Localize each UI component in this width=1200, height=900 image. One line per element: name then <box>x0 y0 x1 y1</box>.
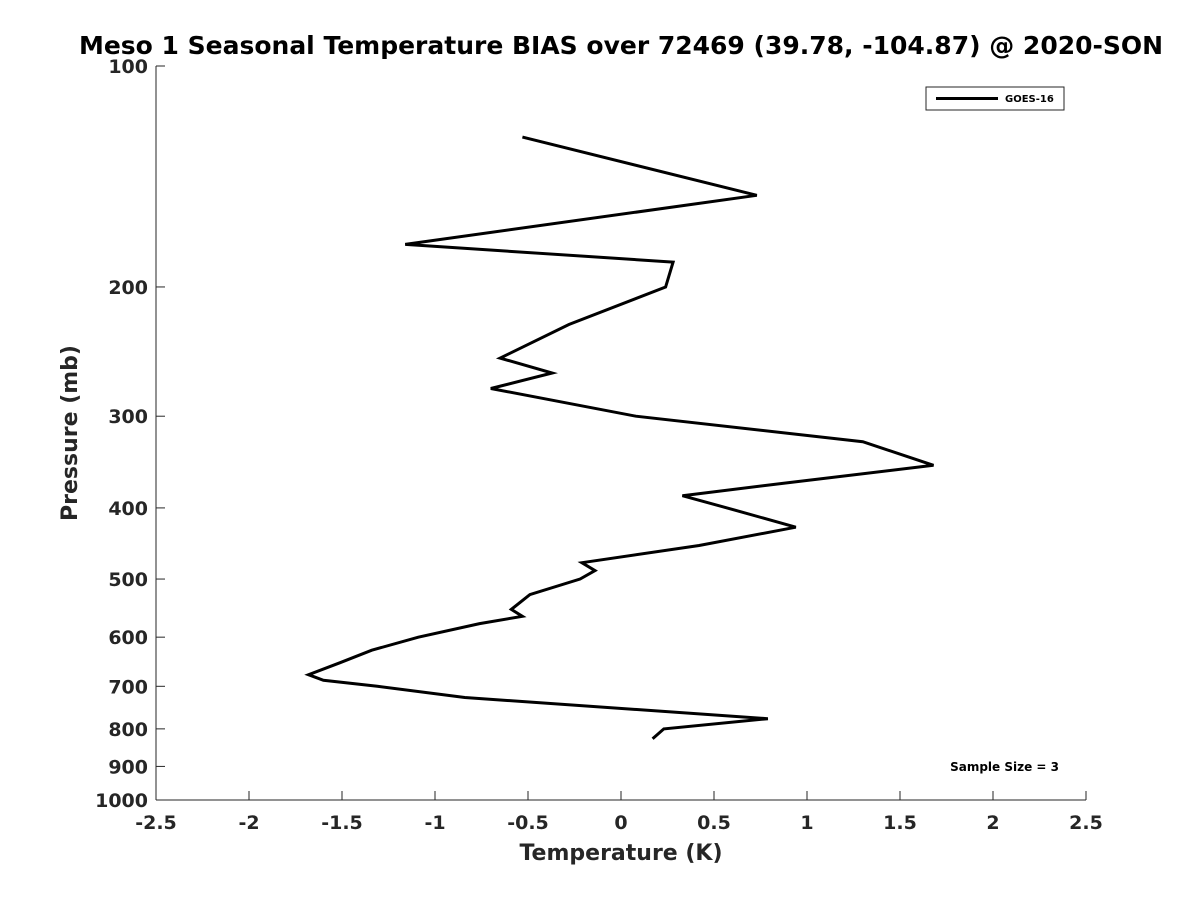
y-tick-label: 300 <box>108 406 148 428</box>
x-tick-label: 0 <box>614 812 627 834</box>
y-tick-label: 900 <box>108 756 148 778</box>
x-axis: -2.5 -2 -1.5 -1 -0.5 0 0.5 1 1.5 2 2.5 <box>135 791 1103 834</box>
y-tick-label: 800 <box>108 719 148 741</box>
y-tick-label: 500 <box>108 569 148 591</box>
y-tick-label: 100 <box>108 56 148 78</box>
x-tick-label: -2 <box>238 812 259 834</box>
x-tick-label: -1 <box>424 812 445 834</box>
sample-size-annotation: Sample Size = 3 <box>950 760 1059 774</box>
y-tick-label: 200 <box>108 277 148 299</box>
plot-area <box>156 66 1086 800</box>
y-tick-label: 1000 <box>95 790 148 812</box>
y-axis-label: Pressure (mb) <box>58 345 83 521</box>
legend-label-goes-16: GOES-16 <box>1005 94 1054 105</box>
y-tick-label: 700 <box>108 676 148 698</box>
x-tick-label: 1 <box>800 812 813 834</box>
chart-title: Meso 1 Seasonal Temperature BIAS over 72… <box>79 31 1163 60</box>
y-tick-label: 400 <box>108 498 148 520</box>
x-tick-label: -2.5 <box>135 812 177 834</box>
x-tick-label: 1.5 <box>883 812 917 834</box>
y-tick-label: 600 <box>108 627 148 649</box>
x-tick-label: -0.5 <box>507 812 549 834</box>
x-tick-label: -1.5 <box>321 812 363 834</box>
x-tick-label: 0.5 <box>697 812 731 834</box>
x-tick-label: 2 <box>986 812 999 834</box>
series-layer <box>304 135 934 740</box>
legend: GOES-16 <box>925 86 1065 111</box>
x-tick-label: 2.5 <box>1069 812 1103 834</box>
x-axis-label: Temperature (K) <box>519 841 722 866</box>
series-line-goes-16 <box>304 135 934 740</box>
y-axis: 100 200 300 400 500 600 700 800 900 1000 <box>95 56 165 812</box>
